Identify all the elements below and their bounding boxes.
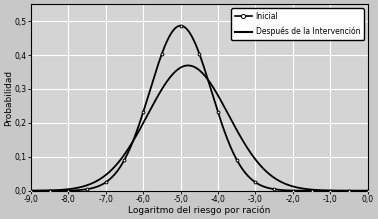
- Después de la Intervención: [29, 189, 34, 192]
- Después de la Intervención: [305, 188, 309, 191]
- Y-axis label: Probabilidad: Probabilidad: [4, 69, 13, 125]
- Legend: Inicial, Después de la Intervención: Inicial, Después de la Intervención: [231, 8, 364, 40]
- X-axis label: Logaritmo del riesgo por ración: Logaritmo del riesgo por ración: [128, 205, 271, 215]
- Después de la Intervención: [373, 189, 378, 192]
- Line: Después de la Intervención: Después de la Intervención: [12, 65, 378, 191]
- Después de la Intervención: [192, 66, 197, 68]
- Después de la Intervención: [373, 189, 378, 192]
- Después de la Intervención: [182, 65, 186, 67]
- Después de la Intervención: [10, 189, 14, 192]
- Después de la Intervención: [186, 64, 191, 67]
